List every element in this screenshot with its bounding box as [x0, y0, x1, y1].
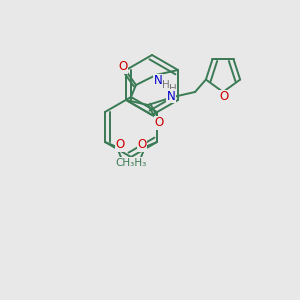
Text: O: O [118, 61, 127, 74]
Text: O: O [219, 91, 229, 103]
Text: CH₃: CH₃ [116, 158, 135, 168]
Text: H: H [162, 80, 170, 90]
Text: O: O [116, 139, 124, 152]
Text: N: N [154, 74, 162, 88]
Text: O: O [154, 116, 164, 130]
Text: N: N [167, 89, 176, 103]
Text: CH₃: CH₃ [127, 158, 147, 168]
Text: H: H [169, 84, 177, 94]
Text: O: O [137, 139, 147, 152]
